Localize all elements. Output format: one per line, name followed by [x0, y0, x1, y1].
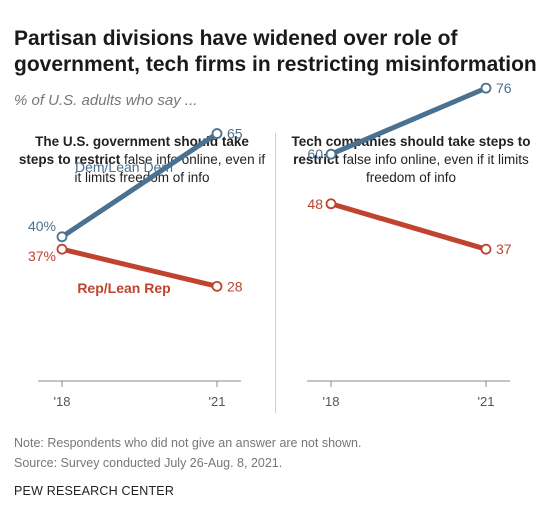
data-label: 37%	[28, 248, 56, 264]
data-label: 60	[307, 146, 323, 162]
data-point	[480, 243, 492, 255]
series-line	[59, 131, 220, 240]
chart-note: Note: Respondents who did not give an an…	[14, 436, 362, 450]
data-label: 48	[307, 196, 323, 212]
data-point	[325, 198, 337, 210]
org-credit: PEW RESEARCH CENTER	[14, 484, 175, 498]
x-tick-label: '18	[54, 394, 71, 409]
panel-left-heading-rest: false info online, even if it limits fre…	[74, 152, 266, 185]
data-point	[56, 231, 68, 243]
series-line	[328, 201, 489, 252]
series-name-label: Dem/Lean Dem	[75, 159, 173, 175]
chart-source: Source: Survey conducted July 26-Aug. 8,…	[14, 456, 283, 470]
data-label: 76	[496, 80, 512, 96]
chart-title: Partisan divisions have widened over rol…	[14, 27, 537, 76]
data-point	[211, 128, 223, 139]
series-line	[59, 246, 220, 289]
data-point	[325, 148, 337, 160]
x-tick-label: '18	[323, 394, 340, 409]
series-name-label: Rep/Lean Rep	[77, 280, 170, 296]
data-label: 37	[496, 241, 512, 257]
data-point	[56, 243, 68, 255]
data-point	[211, 280, 223, 292]
panel-right-heading-rest: false info online, even if it limits fre…	[342, 152, 529, 185]
x-tick-label: '21	[209, 394, 226, 409]
series-line	[328, 85, 489, 157]
chart-subtitle: % of U.S. adults who say ...	[14, 92, 198, 109]
panel-divider	[275, 133, 276, 413]
data-point	[480, 82, 492, 94]
data-label: 28	[227, 278, 243, 294]
data-label: 40%	[28, 218, 56, 234]
x-tick-label: '21	[478, 394, 495, 409]
data-label: 65	[227, 126, 243, 142]
